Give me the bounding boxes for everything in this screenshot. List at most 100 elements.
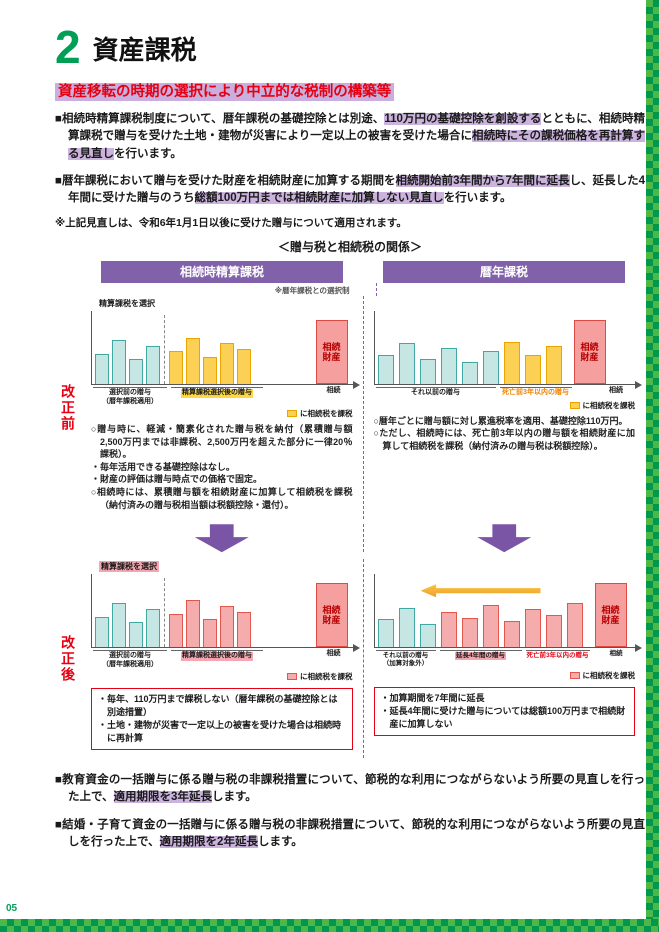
gift-bar	[129, 622, 143, 648]
text-segment: します。	[257, 835, 303, 848]
text-segment: とともに、相続時精算課税で贈与を受けた土地・建物が災害により一定以上の被害を受け…	[68, 113, 645, 143]
down-arrow-icon	[194, 524, 249, 553]
estate-block: 相続財産	[594, 582, 627, 648]
header-settlement-taxation: 相続時精算課税	[100, 261, 344, 284]
gift-bar	[545, 346, 562, 385]
gift-bar	[503, 341, 520, 385]
before-settlement-plot: 相続財産	[91, 311, 359, 389]
axis-end-label: 相続	[609, 387, 623, 395]
estate-label: 相続財産	[322, 341, 341, 363]
before-settlement-xlabels: 選択前の贈与 （暦年課税適用） 精算課税選択後の贈与 相続	[91, 387, 353, 406]
estate-label: 相続財産	[601, 604, 620, 626]
axis-end-label: 相続	[609, 650, 623, 658]
after-settlement-xlabels: 選択前の贈与 （暦年課税適用） 精算課税選択後の贈与 相続	[91, 650, 353, 669]
gift-bar	[169, 350, 183, 385]
gift-bar	[419, 623, 436, 648]
section-title: 資産課税	[92, 35, 197, 65]
header-calendar-taxation: 暦年課税	[382, 261, 626, 284]
text-segment: を行います。	[443, 192, 512, 204]
text-segment: ■教育資金の一括贈与に係る贈与税の非課税措置について、節税的な利用につながらない…	[55, 774, 645, 804]
gift-bar	[112, 603, 126, 648]
xlabel-three-years-before-death: 死亡前3年以内の贈与	[499, 387, 572, 397]
list-item: ○相続時には、累積贈与額を相続財産に加算して相続税を課税（納付済みの贈与税相当額…	[91, 487, 353, 510]
list-item: ○暦年ごとに贈与額に対し累進税率を適用、基礎控除110万円。	[373, 415, 628, 426]
page-number: 05	[6, 903, 18, 914]
page-heading-text: 資産移転の時期の選択により中立的な税制の構築等	[55, 83, 395, 101]
row-label-before: 改正前	[60, 383, 76, 432]
list-item: ・毎年、110万円まで課税しない（暦年課税の基礎控除とは別途措置）	[98, 693, 338, 718]
estate-label: 相続財産	[580, 341, 599, 363]
gift-bar	[220, 343, 234, 385]
xlabel-after-selection: 精算課税選択後の贈与	[171, 387, 263, 398]
gift-bar	[129, 359, 143, 385]
gift-bar	[203, 356, 217, 385]
gift-bar	[419, 359, 436, 385]
xlabel-after-selection-text: 精算課税選択後の贈与	[181, 652, 253, 661]
after-settlement-changes-box: ・毎年、110万円まで課税しない（暦年課税の基礎控除とは別途措置） ・土地・建物が…	[91, 687, 353, 751]
label-line: 選択前の贈与	[109, 389, 151, 397]
right-arrow-cell	[362, 524, 646, 553]
axis-end-label: 相続	[326, 387, 341, 395]
xlabel-excluded-gifts: それ以前の贈与 （加算対象外）	[375, 650, 436, 668]
gift-inheritance-diagram: 相続時精算課税 暦年課税 ※暦年課税との選択制 改正前 精算課税を選択	[55, 259, 646, 759]
paragraph-education-fund: ■教育資金の一括贈与に係る贈与税の非課税措置について、節税的な利用につながらない…	[55, 772, 645, 807]
transition-arrows-row	[55, 519, 645, 559]
text-segment: ■暦年課税において贈与を受けた財産を相続財産に加算する期間を	[55, 174, 396, 187]
highlighted-text: 110万円の基礎控除を創設する	[384, 113, 542, 125]
gift-bar	[237, 612, 251, 648]
left-header-cell: 相続時精算課税	[81, 259, 363, 284]
select-settlement-annotation: 精算課税を選択	[99, 299, 155, 309]
paragraph-calendar-reform: ■暦年課税において贈与を受けた財産を相続財産に加算する期間を相続開始前3年間から…	[55, 173, 645, 208]
gift-bar	[398, 343, 415, 385]
gift-bar	[237, 349, 251, 385]
gift-bar	[566, 603, 583, 648]
label-line: （暦年課税適用）	[102, 660, 158, 668]
spacer	[55, 259, 81, 283]
xlabel-three-years-before-death: 死亡前3年以内の贈与	[525, 650, 590, 660]
list-item: ○贈与時に、軽減・簡素化された贈与税を納付（累積贈与額2,500万円までは非課税…	[91, 424, 353, 460]
list-item: ・加算期間を7年間に延長	[380, 692, 485, 703]
label-line: 選択前の贈与	[109, 652, 151, 660]
gift-bar	[220, 606, 234, 648]
gift-bar	[482, 350, 499, 385]
gift-bar	[377, 619, 394, 648]
gift-bar	[186, 337, 200, 385]
page-heading: 資産移転の時期の選択により中立的な税制の構築等	[55, 80, 645, 101]
text-segment: を行います。	[114, 147, 182, 160]
after-calendar-panel: 相続財産 それ以前の贈与 （加算対象外） 延長4年間の贈与 死亡前3年以内の贈与 …	[362, 559, 646, 759]
legend-text: に相続税を課税	[582, 400, 636, 410]
gift-bars	[95, 311, 251, 385]
xlabel-after-selection: 精算課税選択後の贈与	[171, 650, 263, 661]
label-line: （暦年課税適用）	[102, 397, 158, 405]
spacer	[55, 283, 81, 296]
selection-divider-line	[164, 314, 165, 385]
chart-legend: に相続税を課税	[91, 408, 353, 419]
before-calendar-plot: 相続財産	[373, 311, 642, 389]
after-calendar-plot: 相続財産	[373, 574, 642, 652]
paragraph-marriage-childcare-fund: ■結婚・子育て資金の一括贈与に係る贈与税の非課税措置について、節税的な利用につな…	[55, 817, 645, 852]
text-segment: ■相続時精算課税制度について、暦年課税の基礎控除とは別途、	[55, 113, 385, 125]
gift-bar	[440, 612, 457, 648]
gift-bar	[482, 604, 499, 648]
label-line: 死亡前3年以内の贈与	[502, 389, 569, 397]
estate-block: 相続財産	[315, 320, 348, 385]
before-settlement-chart: 精算課税を選択 相続財産 選択前の贈与 （暦年課税適用） 精算課税選択後の贈与 相…	[91, 298, 359, 419]
label-line: それ以前の贈与	[411, 389, 460, 397]
after-settlement-chart: 精算課税を選択 相続財産 選択前の贈与 （暦年課税適用） 精算課税選択後の贈与 相…	[91, 561, 359, 682]
xlabel-before-selection: 選択前の贈与 （暦年課税適用）	[93, 650, 167, 669]
legend-text: に相続税を課税	[300, 409, 353, 419]
list-item: ・土地・建物が災害で一定以上の被害を受けた場合は相続時に再計算	[98, 720, 342, 744]
before-calendar-notes: ○暦年ごとに贈与額に対し累進税率を適用、基礎控除110万円。 ○ただし、相続時には…	[374, 415, 636, 453]
axis-end-label: 相続	[326, 650, 341, 658]
highlighted-text: 相続開始前3年間から7年間に延長	[395, 174, 570, 187]
select-settlement-annotation: 精算課税を選択	[99, 561, 159, 573]
after-settlement-plot: 相続財産	[91, 574, 359, 652]
legend-swatch-yellow	[287, 410, 297, 418]
list-item: ・延長4年間に受けた贈与については総額100万円まで相続財産に加算しない	[380, 705, 626, 729]
gift-bar	[524, 609, 541, 648]
spacer	[55, 524, 81, 552]
right-header-cell: 暦年課税	[363, 259, 645, 284]
before-calendar-panel: 相続財産 それ以前の贈与 死亡前3年以内の贈与 相続 に相続税を課税 ○暦年ごと…	[362, 296, 646, 520]
gift-bar	[503, 620, 520, 648]
